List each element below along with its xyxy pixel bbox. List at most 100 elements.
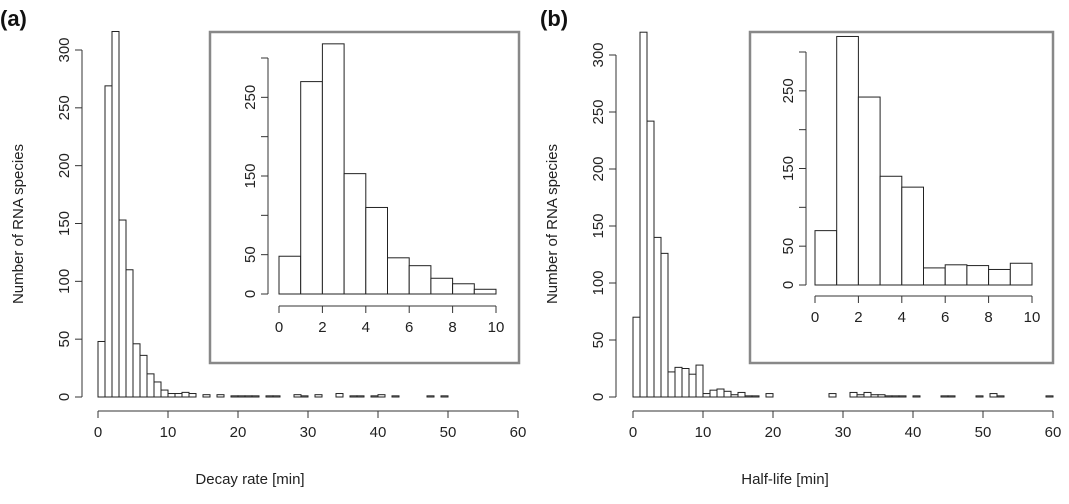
y-tick-label: 250 xyxy=(56,95,73,120)
y-tick-label: 150 xyxy=(56,211,73,236)
x-tick-label: 0 xyxy=(629,424,637,441)
histogram-bar xyxy=(863,391,872,398)
inset-histogram-bar xyxy=(343,173,367,295)
histogram-bar xyxy=(653,236,662,398)
inset-x-tick-label: 2 xyxy=(854,309,862,326)
inset-y-tick-label: 250 xyxy=(780,78,797,103)
x-tick-label: 30 xyxy=(300,424,317,441)
x-tick-label: 30 xyxy=(835,424,852,441)
y-axis-title: Number of RNA species xyxy=(544,144,561,304)
inset-x-tick-label: 0 xyxy=(811,309,819,326)
inset-y-tick-label: 0 xyxy=(780,281,797,289)
histogram-bar xyxy=(237,395,246,398)
histogram-bar xyxy=(160,389,169,398)
panel-b: (b) Half-life [min] Number of RNA specie… xyxy=(540,6,1061,488)
y-tick-label: 150 xyxy=(590,213,607,238)
x-tick-label: 60 xyxy=(510,424,527,441)
histogram-bar xyxy=(174,393,183,398)
histogram-bar xyxy=(153,381,162,398)
inset-histogram: 0 2 4 6 8 10 0 50 150 250 xyxy=(748,30,1055,365)
x-tick-label: 0 xyxy=(94,424,102,441)
histogram-bar xyxy=(111,30,120,398)
histogram-bar xyxy=(244,395,253,398)
histogram-bar xyxy=(898,395,907,398)
x-axis-title: Half-life [min] xyxy=(741,471,829,488)
histogram-bar xyxy=(744,395,753,398)
histogram-bar xyxy=(118,219,127,398)
histogram-bar xyxy=(667,371,676,398)
histogram-bar xyxy=(940,395,949,398)
histogram-bar xyxy=(681,368,690,398)
histogram-bar xyxy=(975,395,984,398)
histogram-bar xyxy=(216,394,225,398)
histogram-bar xyxy=(765,393,774,398)
histogram-bar xyxy=(702,393,711,398)
histogram-bar xyxy=(870,394,879,398)
inset-histogram-bar xyxy=(430,277,454,295)
inset-histogram-bar xyxy=(278,255,302,295)
y-tick-label: 100 xyxy=(590,270,607,295)
histogram-bar xyxy=(440,395,449,398)
inset-histogram-bar xyxy=(408,265,432,295)
y-axis-title: Number of RNA species xyxy=(10,144,27,304)
histogram-bar xyxy=(356,395,365,398)
x-tick-label: 20 xyxy=(230,424,247,441)
histogram-bar xyxy=(349,395,358,398)
inset-histogram-bar xyxy=(966,265,990,286)
histogram-bar xyxy=(849,391,858,398)
inset-histogram-bar xyxy=(300,81,323,295)
inset-histogram-bar xyxy=(1009,262,1033,286)
histogram-bar xyxy=(230,395,239,398)
x-tick-label: 10 xyxy=(160,424,177,441)
x-axis-title: Decay rate [min] xyxy=(195,471,304,488)
inset-x-tick-label: 4 xyxy=(362,319,370,336)
histogram-bar xyxy=(132,343,141,398)
histogram-bar xyxy=(426,395,435,398)
inset-y-tick-label: 50 xyxy=(242,246,259,263)
histogram-bar xyxy=(996,395,1005,398)
x-tick-label: 40 xyxy=(905,424,922,441)
inset-x-tick-label: 10 xyxy=(1024,309,1041,326)
inset-histogram-bar xyxy=(944,264,968,286)
histogram-bar xyxy=(632,316,641,398)
y-tick-label: 200 xyxy=(56,153,73,178)
x-tick-label: 50 xyxy=(440,424,457,441)
y-tick-label: 200 xyxy=(590,156,607,181)
histogram-bar xyxy=(828,393,837,398)
inset-y-tick-label: 150 xyxy=(242,163,259,188)
inset-histogram-bar xyxy=(321,43,345,295)
y-tick-label: 0 xyxy=(590,393,607,401)
histogram-bar xyxy=(723,390,732,398)
histogram-bar xyxy=(639,31,648,398)
histogram-bar xyxy=(272,395,281,398)
inset-histogram-bar xyxy=(365,206,388,295)
histogram-bar xyxy=(104,85,113,398)
inset-x-tick-label: 4 xyxy=(898,309,906,326)
histogram-bar xyxy=(293,394,302,398)
histogram-bar xyxy=(674,366,683,398)
inset-histogram-bar xyxy=(473,288,497,295)
histogram-bar xyxy=(314,394,323,398)
histogram-bar xyxy=(912,395,921,398)
histogram-bar xyxy=(891,395,900,398)
histogram-bar xyxy=(1045,395,1054,398)
inset-x-tick-label: 0 xyxy=(275,319,283,336)
inset-histogram: 0 2 4 6 8 10 0 50 150 250 xyxy=(208,30,521,365)
y-tick-label: 50 xyxy=(590,332,607,349)
x-tick-label: 40 xyxy=(370,424,387,441)
inset-histogram-bar xyxy=(836,35,859,286)
histogram-bar xyxy=(146,373,155,398)
y-tick-label: 300 xyxy=(590,42,607,67)
inset-histogram-bar xyxy=(814,230,838,286)
histogram-bar xyxy=(716,388,725,398)
histogram-bar xyxy=(300,395,309,398)
histogram-bar xyxy=(709,389,718,398)
x-tick-label: 10 xyxy=(695,424,712,441)
inset-histogram-bar xyxy=(901,186,924,286)
y-tick-label: 0 xyxy=(56,393,73,401)
inset-y-tick-label: 0 xyxy=(242,290,259,298)
histogram-bar xyxy=(751,395,760,398)
histogram-bar xyxy=(202,394,211,398)
inset-histogram-bar xyxy=(857,96,881,286)
